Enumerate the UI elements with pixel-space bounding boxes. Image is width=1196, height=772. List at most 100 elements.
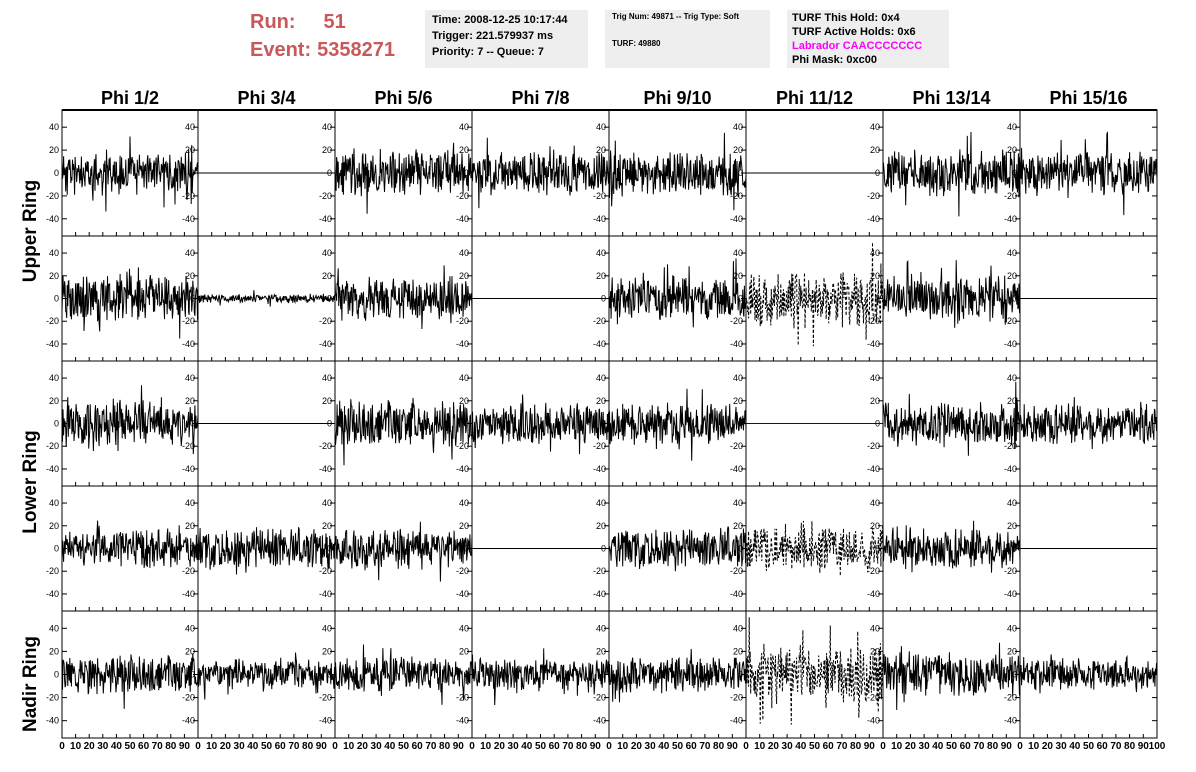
y-tick-label: -40 — [46, 716, 59, 726]
turf-text: TURF: 49880 — [612, 39, 661, 48]
x-tick-label: 30 — [782, 741, 794, 752]
waveform-trace — [471, 648, 610, 706]
y-tick-label-right: -20 — [1004, 316, 1017, 326]
waveform-trace — [61, 267, 199, 339]
x-tick-label: 90 — [453, 741, 465, 752]
waveform-trace — [882, 520, 1021, 573]
column-header: Phi 5/6 — [374, 88, 432, 108]
x-tick-label: 40 — [521, 741, 533, 752]
y-tick-label-right: 40 — [596, 373, 606, 383]
y-tick-label-right: -40 — [456, 214, 469, 224]
y-tick-label-right: 20 — [185, 521, 195, 531]
y-tick-label-right: 40 — [322, 122, 332, 132]
y-tick-label-right: -40 — [182, 214, 195, 224]
x-tick-label: 40 — [932, 741, 944, 752]
y-tick-label-right: -40 — [867, 716, 880, 726]
event-value: 5358271 — [317, 39, 395, 61]
y-tick-label-right: 40 — [870, 498, 880, 508]
run-event-box: Run: 51 Event: 5358271 — [250, 8, 395, 64]
trig-num-text: Trig Num: 49871 -- Trig Type: Soft — [612, 12, 739, 21]
x-tick-label: 20 — [357, 741, 369, 752]
waveform-trace — [882, 131, 1021, 217]
x-tick-label: 0 — [59, 741, 65, 752]
y-tick-label-right: -20 — [1004, 566, 1017, 576]
y-tick-label: 0 — [54, 294, 59, 304]
y-tick-label-right: 0 — [190, 670, 195, 680]
y-tick-label-right: 40 — [733, 122, 743, 132]
y-tick-label: -20 — [46, 566, 59, 576]
y-tick-label: 40 — [49, 623, 59, 633]
x-tick-label: 60 — [138, 741, 150, 752]
waveform-trace — [1019, 397, 1158, 450]
x-tick-label: 50 — [672, 741, 684, 752]
y-tick-label: 0 — [54, 544, 59, 554]
y-tick-label-right: -40 — [730, 214, 743, 224]
x-tick-label: 0 — [195, 741, 201, 752]
x-tick-label: 0 — [606, 741, 612, 752]
x-tick-label: 80 — [165, 741, 177, 752]
y-tick-label: 0 — [54, 419, 59, 429]
x-tick-label: 0 — [469, 741, 475, 752]
x-tick-label: 90 — [590, 741, 602, 752]
y-tick-label-right: -40 — [456, 464, 469, 474]
y-tick-label: 20 — [49, 646, 59, 656]
y-tick-label-right: 0 — [601, 670, 606, 680]
y-tick-label-right: -40 — [1004, 464, 1017, 474]
y-tick-label-right: -20 — [593, 566, 606, 576]
run-label: Run: — [250, 11, 296, 33]
y-tick-label-right: -20 — [456, 191, 469, 201]
y-tick-label-right: -20 — [319, 693, 332, 703]
y-tick-label-right: 40 — [596, 623, 606, 633]
y-tick-label-right: 40 — [322, 248, 332, 258]
y-tick-label-right: -20 — [319, 566, 332, 576]
y-tick-label-right: 20 — [733, 396, 743, 406]
x-tick-label: 80 — [302, 741, 314, 752]
x-tick-label: 20 — [905, 741, 917, 752]
y-tick-label-right: 20 — [322, 646, 332, 656]
y-tick-label-right: 20 — [733, 521, 743, 531]
panel-frame — [334, 360, 473, 487]
y-tick-label-right: -20 — [456, 566, 469, 576]
waveform-trace — [608, 648, 747, 703]
x-tick-label: 50 — [535, 741, 547, 752]
x-tick-label: 70 — [425, 741, 437, 752]
y-tick-label-right: -20 — [182, 191, 195, 201]
y-tick-label-right: -20 — [319, 191, 332, 201]
x-tick-label: 10 — [617, 741, 629, 752]
y-tick-label-right: 20 — [1007, 396, 1017, 406]
waveform-trace — [334, 265, 473, 330]
y-tick-label-right: -20 — [182, 441, 195, 451]
y-tick-label-right: 20 — [185, 145, 195, 155]
y-tick-label-right: -40 — [867, 589, 880, 599]
y-tick-label-right: 20 — [459, 396, 469, 406]
column-header: Phi 1/2 — [101, 88, 159, 108]
turf-info-box: TURF This Hold: 0x4 TURF Active Holds: 0… — [787, 10, 949, 68]
y-tick-label: 20 — [49, 396, 59, 406]
waveform-trace — [61, 653, 199, 709]
y-tick-label-right: 40 — [459, 373, 469, 383]
x-tick-label: 50 — [124, 741, 136, 752]
x-tick-label: 10 — [206, 741, 218, 752]
y-tick-label-right: 20 — [459, 646, 469, 656]
x-tick-label: 50 — [398, 741, 410, 752]
y-tick-label-right: 20 — [596, 271, 606, 281]
run-value: 51 — [323, 11, 346, 33]
y-tick-label-right: 0 — [464, 168, 469, 178]
y-tick-label-right: 40 — [733, 373, 743, 383]
y-tick-label: -20 — [46, 441, 59, 451]
y-tick-label: 0 — [54, 670, 59, 680]
y-tick-label-right: 20 — [459, 271, 469, 281]
x-tick-label: 40 — [247, 741, 259, 752]
y-tick-label: 40 — [49, 373, 59, 383]
x-tick-label: 60 — [549, 741, 561, 752]
x-tick-label: 70 — [836, 741, 848, 752]
y-tick-label-right: -40 — [867, 339, 880, 349]
y-tick-label-right: -20 — [867, 316, 880, 326]
y-tick-label-right: 0 — [1012, 670, 1017, 680]
waveform-trace — [1019, 654, 1158, 694]
y-tick-label-right: -40 — [319, 464, 332, 474]
waveform-trace — [334, 142, 473, 214]
x-tick-label: 80 — [439, 741, 451, 752]
y-tick-label-right: -20 — [319, 316, 332, 326]
y-tick-label-right: -40 — [456, 339, 469, 349]
